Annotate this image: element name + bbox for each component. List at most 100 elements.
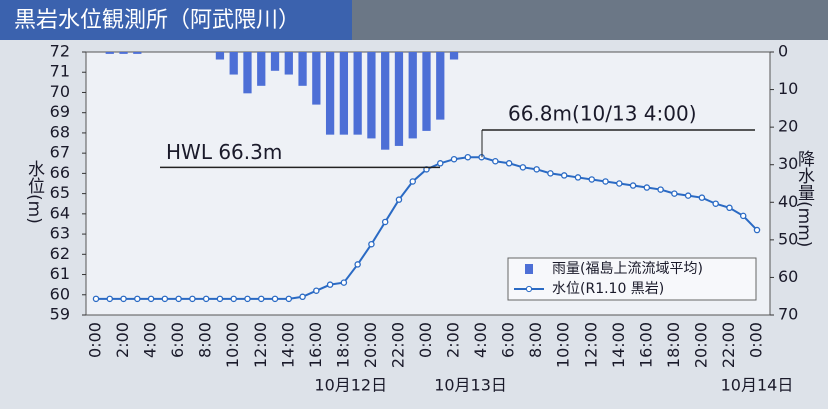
rain-bar: [449, 52, 459, 60]
level-point: [257, 295, 265, 303]
level-point: [698, 194, 706, 201]
x-tick-label: 18:00: [333, 322, 352, 368]
y2-tick-label: 50: [778, 229, 798, 248]
level-point: [437, 160, 444, 167]
rain-bar: [436, 52, 445, 120]
level-point: [175, 295, 182, 303]
x-tick-label: 0:00: [747, 322, 766, 358]
rain-bar: [105, 52, 114, 54]
rain-bar: [367, 52, 376, 139]
level-point: [161, 295, 169, 303]
level-point: [216, 295, 224, 303]
y-tick-label: 64: [50, 203, 70, 222]
level-point: [313, 287, 320, 294]
y2-tick-label: 20: [778, 117, 798, 136]
x-tick-label: 6:00: [499, 322, 518, 358]
level-point: [533, 166, 540, 173]
y-tick-label: 70: [50, 82, 70, 101]
level-point: [753, 226, 761, 234]
rain-bar: [394, 52, 404, 146]
level-point: [519, 164, 527, 171]
date-label: 10月14日: [721, 376, 794, 395]
y2-axis-label: 降水量(mm): [794, 150, 815, 247]
x-tick-label: 22:00: [388, 322, 407, 368]
x-tick-label: 22:00: [719, 322, 738, 368]
x-tick-label: 8:00: [196, 322, 215, 358]
level-point: [340, 279, 348, 286]
x-tick-label: 14:00: [278, 322, 297, 368]
level-point: [230, 295, 237, 303]
y-tick-label: 72: [50, 42, 70, 61]
level-point: [381, 218, 389, 226]
x-tick-label: 18:00: [664, 322, 683, 368]
y-tick-label: 61: [50, 264, 70, 283]
level-point: [120, 295, 127, 303]
x-tick-label: 0:00: [416, 322, 435, 358]
y2-tick-label: 30: [778, 154, 798, 173]
x-tick-label: 16:00: [306, 322, 325, 368]
title-banner: [0, 0, 352, 40]
level-point: [629, 182, 637, 189]
level-point: [671, 190, 678, 197]
level-point: [726, 204, 733, 212]
rain-bar: [353, 52, 362, 135]
rain-bar: [119, 52, 128, 54]
x-tick-label: 2:00: [113, 322, 132, 358]
level-point: [560, 172, 568, 179]
rain-bar: [243, 52, 252, 94]
x-tick-label: 6:00: [168, 322, 187, 358]
level-point: [395, 196, 403, 203]
level-point: [202, 295, 210, 303]
level-point: [271, 295, 279, 303]
legend-swatch: [525, 264, 533, 274]
level-point: [147, 295, 155, 303]
peak-label: 66.8m(10/13 4:00): [508, 102, 697, 126]
rain-bar: [312, 52, 321, 105]
rain-bar: [215, 52, 225, 60]
y-tick-label: 60: [50, 284, 70, 303]
level-point: [505, 160, 513, 167]
x-tick-label: 12:00: [581, 322, 600, 368]
level-point: [244, 295, 251, 303]
y-axis-label: 水位(m): [24, 160, 45, 224]
level-point: [547, 170, 554, 177]
x-tick-label: 20:00: [691, 322, 710, 368]
level-point: [189, 295, 196, 303]
x-tick-label: 8:00: [526, 322, 545, 358]
legend-label: 水位(R1.10 黒岩): [552, 281, 664, 297]
level-point: [574, 174, 582, 181]
y2-tick-label: 60: [778, 267, 798, 286]
y-tick-label: 63: [50, 224, 70, 243]
y-tick-label: 65: [50, 183, 70, 202]
level-point: [450, 155, 458, 163]
level-point: [326, 281, 334, 288]
rain-bar: [270, 52, 280, 71]
hwl-label: HWL 66.3m: [166, 140, 282, 164]
rain-bar: [381, 52, 390, 150]
date-label: 10月13日: [434, 376, 507, 395]
x-tick-label: 20:00: [361, 322, 380, 368]
level-point: [712, 200, 719, 207]
level-point: [134, 295, 141, 303]
y-tick-label: 67: [50, 143, 70, 162]
level-point: [684, 192, 692, 199]
y-tick-label: 69: [50, 102, 70, 121]
y-tick-label: 68: [50, 122, 70, 141]
x-tick-label: 10:00: [554, 322, 573, 368]
level-point: [368, 240, 375, 248]
level-point: [106, 295, 114, 303]
level-point: [354, 261, 361, 268]
level-point: [92, 295, 100, 303]
level-point: [643, 184, 651, 191]
rain-bar: [408, 52, 417, 139]
y2-tick-label: 70: [778, 305, 798, 324]
x-tick-label: 4:00: [141, 322, 160, 358]
level-point: [492, 157, 499, 165]
level-point: [299, 293, 306, 301]
rain-bar: [339, 52, 349, 135]
rain-bar: [133, 52, 142, 54]
y-tick-label: 71: [50, 62, 70, 81]
legend-swatch: [525, 285, 533, 293]
